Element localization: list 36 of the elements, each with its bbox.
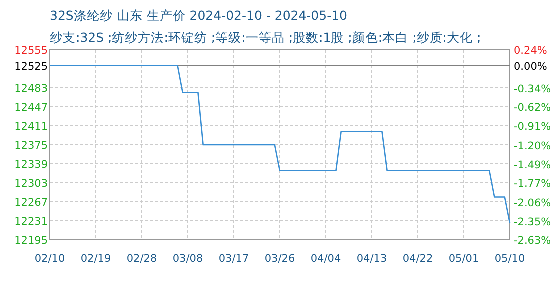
y2-tick-label: -1.49% [514,160,552,172]
y2-tick-label: -2.35% [514,216,552,228]
y-tick-label: 12339 [14,159,48,171]
line-series [49,65,511,224]
y-tick-label: 12447 [14,102,48,114]
x-tick-label: 02/10 [34,253,66,265]
y2-tick-label: -2.06% [514,197,552,210]
y-tick-label: 12231 [14,216,48,228]
y-tick-label: 12411 [14,121,48,133]
y2-tick-label: -1.77% [514,178,552,190]
y2-tick-label: 0.00% [514,60,548,73]
y2-tick-label: -0.62% [514,102,552,114]
y2-tick-label: -0.34% [514,83,552,96]
x-tick-label: 03/17 [218,253,250,265]
y-tick-label: 12483 [14,83,48,95]
x-tick-label: 05/01 [448,253,480,265]
y2-tick-label: -2.63% [514,235,552,247]
chart-subtitle: 纱支:32S ;纺纱方法:环锭纺 ;等级:一等品 ;股数:1股 ;颜色:本白 ;纱质:大化 ; [50,30,482,45]
x-tick-label: 04/04 [310,253,342,265]
x-tick-label: 03/26 [264,253,296,265]
y-tick-label: 12375 [14,140,48,152]
x-tick-label: 03/08 [172,253,204,265]
y2-tick-label: -1.20% [514,140,552,152]
y-tick-label: 12267 [14,197,48,209]
y2-tick-label: 0.24% [514,45,548,57]
x-tick-label: 04/13 [356,253,388,265]
y-tick-label: 12525 [14,60,48,73]
y-tick-label: 12555 [14,45,48,57]
y-tick-label: 12195 [14,235,48,247]
y-tick-label: 12303 [14,178,48,190]
x-tick-label: 02/19 [80,253,112,265]
y2-tick-label: -0.91% [514,121,552,134]
x-tick-label: 05/10 [494,253,526,265]
x-tick-label: 04/22 [402,253,434,265]
chart-title: 32S涤纶纱 山东 生产价 2024-02-10 - 2024-05-10 [50,8,348,23]
x-tick-label: 02/28 [126,253,158,265]
